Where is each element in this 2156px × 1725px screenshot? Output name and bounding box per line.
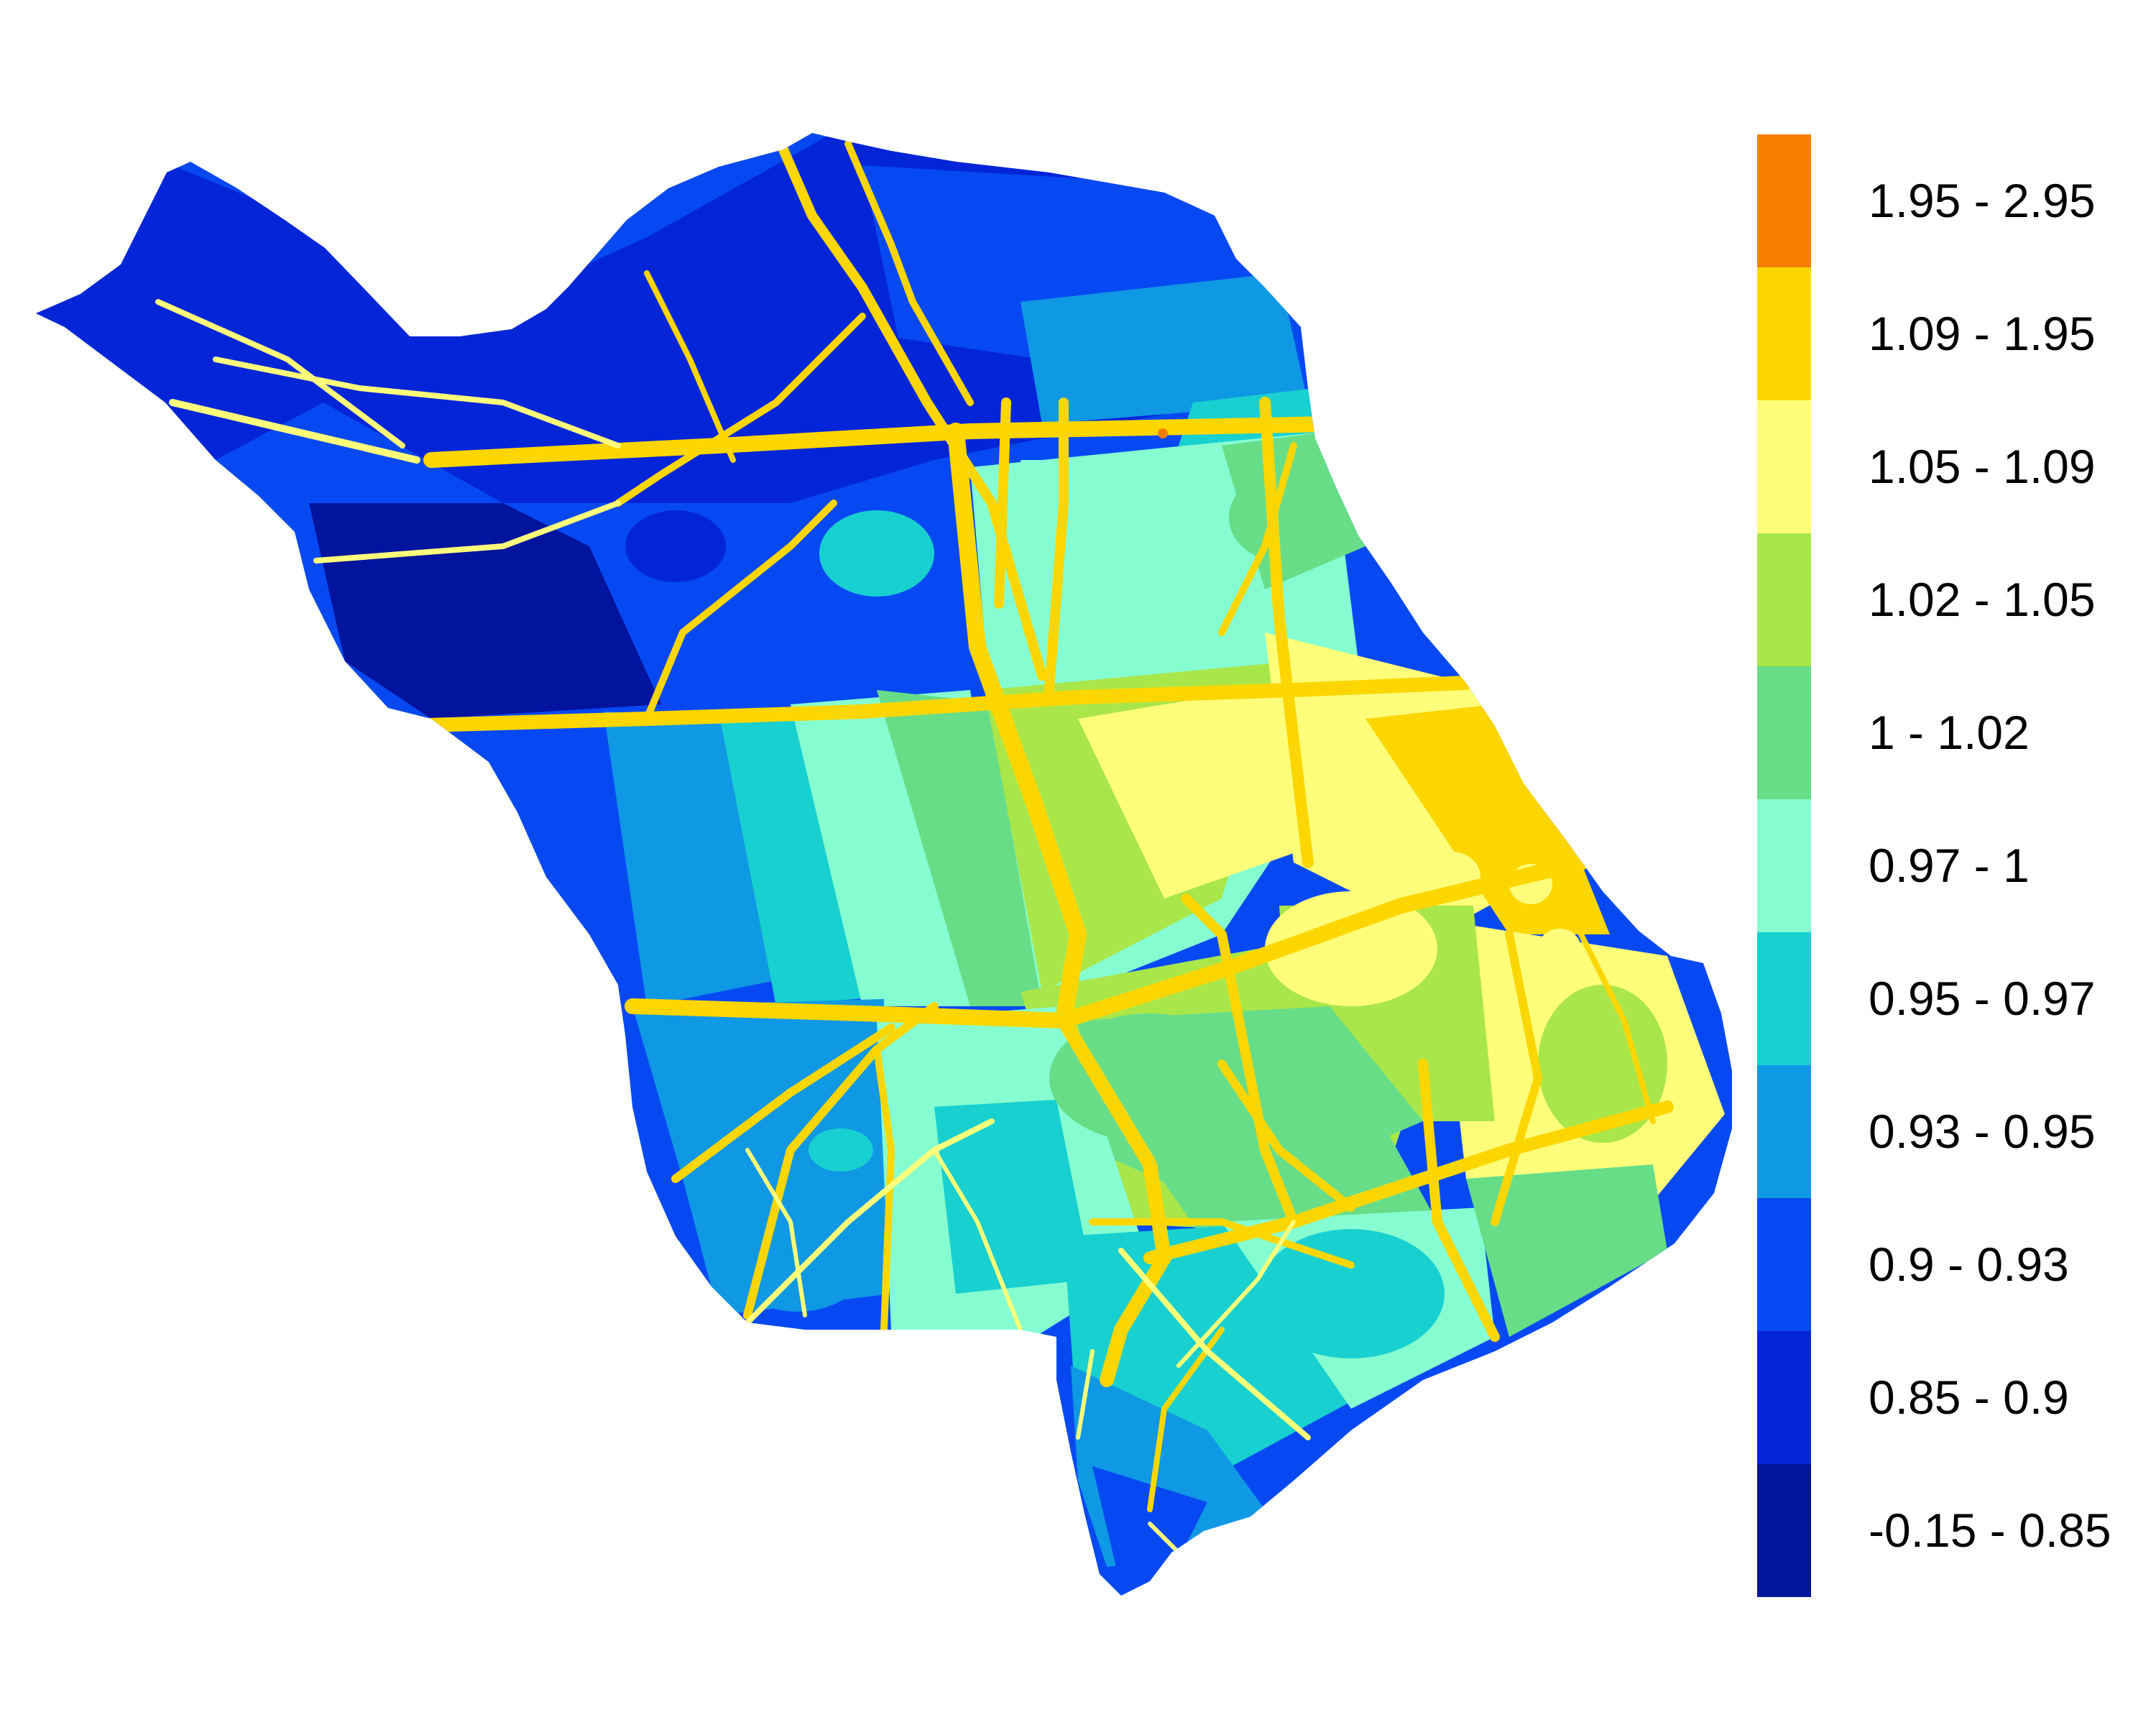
road xyxy=(844,140,974,406)
legend-label: -0.15 - 0.85 xyxy=(1869,1504,2111,1557)
road xyxy=(1176,1220,1296,1368)
map-zone xyxy=(1258,1229,1445,1358)
road xyxy=(671,1024,895,1183)
map-zone xyxy=(808,1128,873,1172)
legend-item: 1.09 - 1.95 xyxy=(1757,267,2156,400)
legend-label: 0.9 - 0.93 xyxy=(1869,1238,2069,1291)
legend-swatch xyxy=(1757,799,1811,932)
road xyxy=(1044,397,1069,695)
legend-label: 0.95 - 0.97 xyxy=(1869,972,2096,1025)
road xyxy=(169,399,420,464)
raster-map xyxy=(36,133,1732,1596)
legend-item: 1.02 - 1.05 xyxy=(1757,533,2156,666)
legend-label: 1.09 - 1.95 xyxy=(1869,307,2096,360)
legend-item: 1 - 1.02 xyxy=(1757,666,2156,799)
legend-item: 1.05 - 1.09 xyxy=(1757,400,2156,533)
legend-swatch xyxy=(1757,1198,1811,1331)
legend-item: 0.85 - 0.9 xyxy=(1757,1331,2156,1464)
legend-swatch xyxy=(1757,1464,1811,1597)
legend-swatch xyxy=(1757,267,1811,400)
road xyxy=(155,299,405,448)
legend-label: 0.97 - 1 xyxy=(1869,839,2030,892)
map-zone xyxy=(1158,428,1168,438)
map-zone xyxy=(1229,474,1330,561)
road xyxy=(1118,1248,1311,1440)
legend-swatch xyxy=(1757,400,1811,533)
road xyxy=(1147,1327,1225,1512)
road xyxy=(873,1046,895,1333)
map-zone xyxy=(1466,1164,1667,1337)
legend-label: 1.95 - 2.95 xyxy=(1869,174,2096,227)
map-raster xyxy=(36,133,1732,1596)
map-zone xyxy=(1021,273,1308,424)
road xyxy=(1418,1059,1500,1342)
legend-item: 0.97 - 1 xyxy=(1757,799,2156,932)
road xyxy=(745,1148,807,1317)
legend-label: 0.93 - 0.95 xyxy=(1869,1105,2096,1158)
legend-label: 1 - 1.02 xyxy=(1869,706,2030,759)
map-zone xyxy=(625,510,726,582)
road xyxy=(423,416,1337,468)
road xyxy=(1217,1059,1355,1212)
road xyxy=(644,270,736,463)
road xyxy=(1259,397,1314,868)
legend-swatch xyxy=(1757,1065,1811,1198)
map-zone xyxy=(1538,985,1667,1143)
legend: 1.95 - 2.95 1.09 - 1.95 1.05 - 1.09 1.02 - … xyxy=(1757,134,2156,1597)
legend-item: -0.15 - 0.85 xyxy=(1757,1464,2156,1597)
legend-swatch xyxy=(1757,666,1811,799)
road xyxy=(947,423,1087,1029)
road xyxy=(1076,1349,1095,1440)
map-zone xyxy=(1078,683,1308,898)
road xyxy=(625,855,1589,1029)
map-zone xyxy=(1049,1013,1250,1143)
legend-item: 1.95 - 2.95 xyxy=(1757,134,2156,267)
road xyxy=(395,676,1473,733)
road xyxy=(743,1002,939,1320)
legend-swatch xyxy=(1757,1331,1811,1464)
map-zone xyxy=(819,510,934,597)
map-zone xyxy=(1265,891,1437,1006)
road xyxy=(614,313,866,507)
legend-item: 0.95 - 0.97 xyxy=(1757,932,2156,1065)
legend-label: 0.85 - 0.9 xyxy=(1869,1371,2069,1424)
road xyxy=(1491,930,1542,1226)
road xyxy=(1181,893,1299,1227)
legend-swatch xyxy=(1757,932,1811,1065)
road xyxy=(1143,1100,1674,1264)
road xyxy=(994,397,1011,609)
map-zone xyxy=(431,712,632,1035)
road xyxy=(313,500,621,564)
legend-label: 1.05 - 1.09 xyxy=(1869,440,2096,493)
road xyxy=(932,1148,1023,1332)
road xyxy=(1218,442,1297,636)
legend-swatch xyxy=(1757,134,1811,267)
legend-item: 0.9 - 0.93 xyxy=(1757,1198,2156,1331)
legend-label: 1.02 - 1.05 xyxy=(1869,573,2096,626)
road xyxy=(1578,932,1656,1124)
map-zone xyxy=(1538,929,1581,969)
road xyxy=(1089,1218,1355,1269)
map-zone xyxy=(934,1100,1092,1294)
road xyxy=(888,1363,1045,1491)
road xyxy=(643,500,837,722)
legend-item: 0.93 - 0.95 xyxy=(1757,1065,2156,1198)
map-zone xyxy=(1042,485,1229,607)
road xyxy=(213,356,621,448)
legend-swatch xyxy=(1757,533,1811,666)
